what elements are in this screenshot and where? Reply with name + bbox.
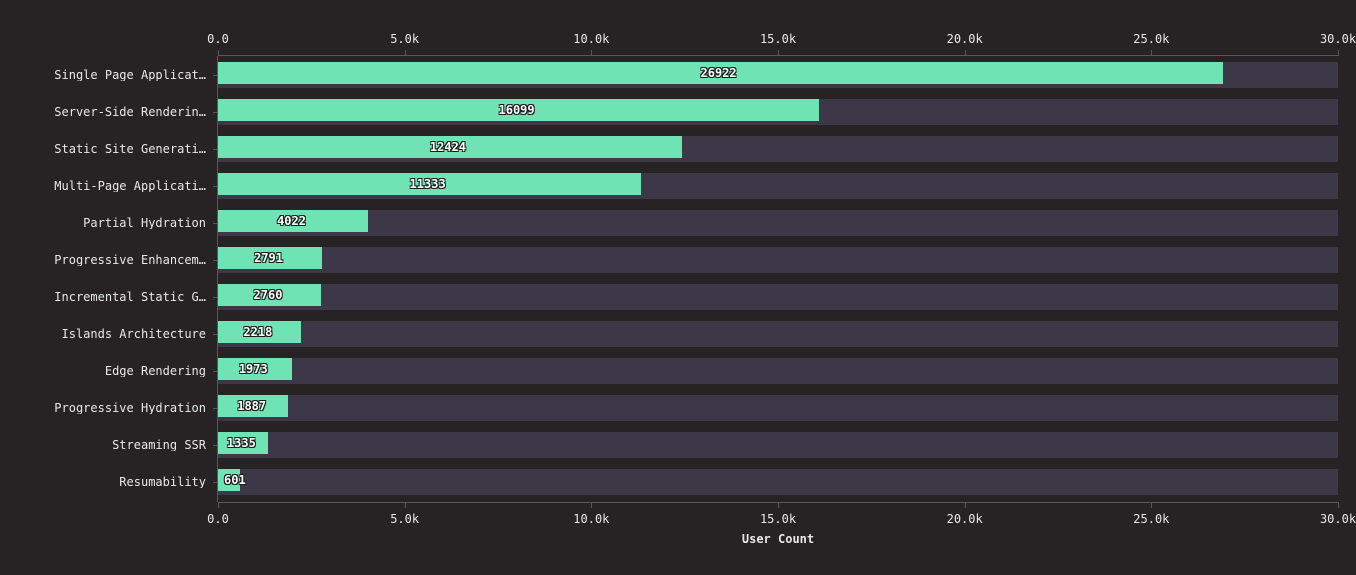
x-axis-line-bottom xyxy=(218,502,1338,503)
category-label: Edge Rendering xyxy=(105,365,218,377)
bar-value: 26922 xyxy=(701,66,737,80)
plot-area: 26922Single Page Applicat…16099Server-Si… xyxy=(218,56,1338,502)
bar-track xyxy=(218,358,1338,384)
bar-track xyxy=(218,469,1338,495)
x-axis-tick-label-bottom: 5.0k xyxy=(390,512,419,526)
bar-value: 2791 xyxy=(254,251,283,265)
category-label: Progressive Hydration xyxy=(54,402,218,414)
bar-value: 16099 xyxy=(499,103,535,117)
bar-value: 4022 xyxy=(277,214,306,228)
category-label: Single Page Applicat… xyxy=(54,69,218,81)
x-axis-tick-top xyxy=(1338,50,1339,56)
bar-track xyxy=(218,432,1338,458)
bar-value: 11333 xyxy=(410,177,446,191)
bar-value: 2218 xyxy=(243,325,272,339)
bar-track xyxy=(218,321,1338,347)
x-axis-tick-label-top: 20.0k xyxy=(947,32,983,46)
category-label: Resumability xyxy=(119,476,218,488)
x-axis-tick-label-bottom: 25.0k xyxy=(1133,512,1169,526)
x-axis-tick-label-top: 30.0k xyxy=(1320,32,1356,46)
category-label: Islands Architecture xyxy=(62,328,219,340)
x-axis-line-top xyxy=(218,55,1338,56)
x-axis-tick-label-bottom: 20.0k xyxy=(947,512,983,526)
category-label: Server-Side Renderin… xyxy=(54,106,218,118)
x-axis-tick-bottom xyxy=(1338,502,1339,508)
category-label: Incremental Static G… xyxy=(54,291,218,303)
category-label: Streaming SSR xyxy=(112,439,218,451)
x-axis-tick-label-bottom: 30.0k xyxy=(1320,512,1356,526)
bar-track xyxy=(218,247,1338,273)
x-axis-tick-label-top: 15.0k xyxy=(760,32,796,46)
bar-track xyxy=(218,284,1338,310)
bar-value: 1335 xyxy=(227,436,256,450)
bar-value: 2760 xyxy=(254,288,283,302)
category-label: Static Site Generati… xyxy=(54,143,218,155)
category-label: Progressive Enhancem… xyxy=(54,254,218,266)
category-label: Partial Hydration xyxy=(83,217,218,229)
x-axis-tick-label-top: 10.0k xyxy=(573,32,609,46)
x-axis-label: User Count xyxy=(742,532,814,546)
category-label: Multi-Page Applicati… xyxy=(54,180,218,192)
bar-track xyxy=(218,395,1338,421)
bar-value: 12424 xyxy=(430,140,466,154)
x-axis-tick-label-top: 25.0k xyxy=(1133,32,1169,46)
bar-value: 1973 xyxy=(239,362,268,376)
x-axis-tick-label-bottom: 10.0k xyxy=(573,512,609,526)
bar-track xyxy=(218,210,1338,236)
x-axis-tick-label-top: 5.0k xyxy=(390,32,419,46)
x-axis-tick-label-top: 0.0 xyxy=(207,32,229,46)
user-count-bar-chart: 26922 Single Page Applicat… 16099 Server-Si… xyxy=(0,0,1356,575)
y-axis-line xyxy=(217,56,218,502)
x-axis-tick-label-bottom: 0.0 xyxy=(207,512,229,526)
bar-value: 1887 xyxy=(237,399,266,413)
bar-value: 601 xyxy=(224,473,246,487)
x-axis-tick-label-bottom: 15.0k xyxy=(760,512,796,526)
